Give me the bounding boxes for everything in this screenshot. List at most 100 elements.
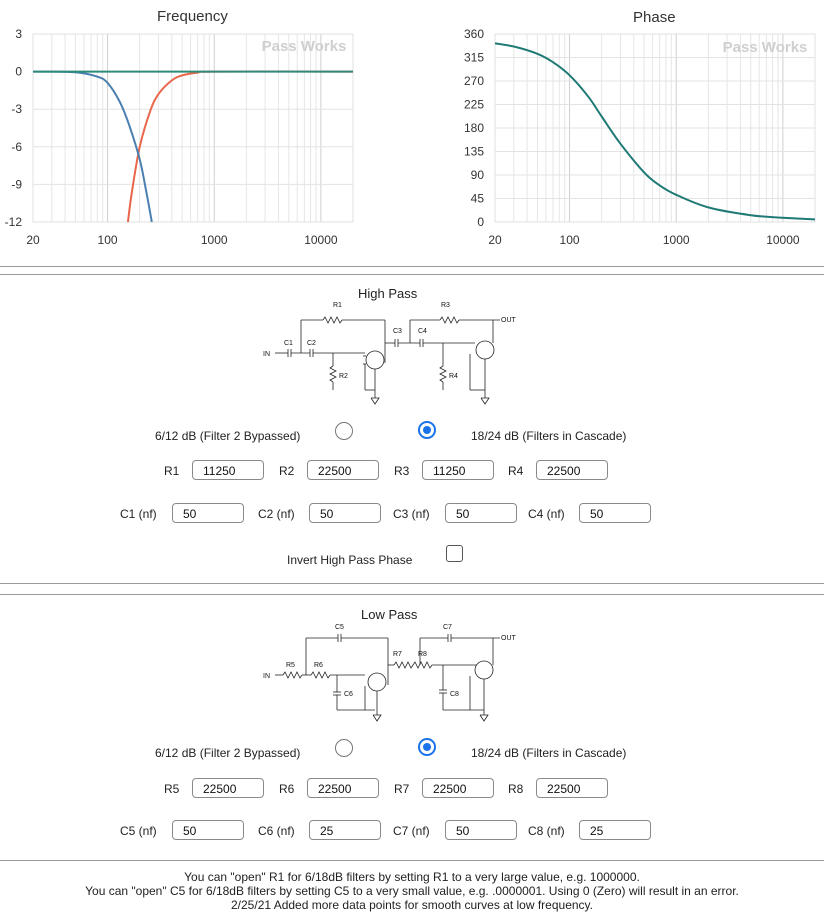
- phase-y-tick-label: 315: [464, 51, 484, 65]
- phase-grid: [494, 33, 816, 223]
- c2-input[interactable]: 50: [309, 503, 381, 523]
- phase-watermark: Pass Works: [723, 39, 808, 56]
- frequency-watermark: Pass Works: [262, 38, 347, 55]
- schematic-label: R4: [449, 373, 458, 380]
- r4-input[interactable]: 22500: [536, 460, 608, 480]
- phase-y-tick-label: 0: [477, 215, 484, 229]
- schematic-label: C4: [418, 328, 427, 335]
- r1-input[interactable]: 11250: [192, 460, 264, 480]
- schematic-label: R8: [418, 651, 427, 658]
- r6-input[interactable]: 22500: [307, 778, 379, 798]
- divider: [0, 594, 824, 595]
- c1-label: C1 (nf): [120, 507, 157, 521]
- phase-y-tick-label: 180: [464, 121, 484, 135]
- hp-cascade-label: 18/24 dB (Filters in Cascade): [471, 429, 627, 443]
- c7-input[interactable]: 50: [445, 820, 517, 840]
- phase-chart: Pass Works 360 315 270 225 180 135 90 45 0 20 100…: [464, 27, 816, 247]
- invert-phase-checkbox[interactable]: [446, 545, 463, 562]
- footer-note: 2/25/21 Added more data points for smoot…: [231, 898, 593, 912]
- c3-input[interactable]: 50: [445, 503, 517, 523]
- high-pass-title: High Pass: [358, 286, 418, 301]
- c1-input[interactable]: 50: [172, 503, 244, 523]
- divider: [0, 266, 824, 267]
- c6-input[interactable]: 25: [309, 820, 381, 840]
- c6-label: C6 (nf): [258, 824, 295, 838]
- hp-cascade-radio[interactable]: [418, 421, 436, 439]
- phase-chart-title: Phase: [633, 9, 676, 26]
- frequency-series-line-1: [32, 70, 153, 223]
- phase-x-tick-label: 1000: [663, 233, 690, 247]
- schematic-label: C2: [307, 340, 316, 347]
- frequency-chart: Pass Works 3 0 -3 -6 -9 -12 20 100 1000 10000: [5, 27, 354, 247]
- schematic-label: IN: [263, 673, 270, 680]
- plot-border: [494, 33, 816, 223]
- schematic-label: OUT: [501, 635, 517, 642]
- high-pass-schematic: R1 R3 C1 C2 C3 C4 R2 R4 IN OUT: [263, 302, 517, 405]
- hp-bypass-radio[interactable]: [335, 422, 353, 440]
- lp-bypass-radio[interactable]: [335, 739, 353, 757]
- lp-cascade-radio[interactable]: [418, 738, 436, 756]
- plot-border: [32, 33, 354, 223]
- frequency-x-tick-label: 100: [98, 233, 118, 247]
- hp-bypass-label: 6/12 dB (Filter 2 Bypassed): [155, 429, 301, 443]
- c5-label: C5 (nf): [120, 824, 157, 838]
- c8-input[interactable]: 25: [579, 820, 651, 840]
- frequency-y-tick-label: -9: [11, 177, 22, 191]
- frequency-chart-title: Frequency: [157, 8, 228, 25]
- c8-label: C8 (nf): [528, 824, 565, 838]
- invert-phase-label: Invert High Pass Phase: [287, 553, 413, 567]
- r2-input[interactable]: 22500: [307, 460, 379, 480]
- frequency-y-tick-label: 3: [15, 27, 22, 41]
- phase-series-line-0: [494, 42, 816, 221]
- schematic-label: R6: [314, 662, 323, 669]
- phase-x-tick-label: 10000: [766, 233, 800, 247]
- schematic-label: C5: [335, 624, 344, 631]
- phase-y-tick-label: 360: [464, 27, 484, 41]
- c4-label: C4 (nf): [528, 507, 565, 521]
- r5-input[interactable]: 22500: [192, 778, 264, 798]
- c4-input[interactable]: 50: [579, 503, 651, 523]
- frequency-grid: [32, 33, 354, 223]
- footer-note: You can "open" R1 for 6/18dB filters by …: [184, 870, 640, 884]
- schematic-label: OUT: [501, 317, 517, 324]
- frequency-y-tick-label: 0: [15, 65, 22, 79]
- c5-input[interactable]: 50: [172, 820, 244, 840]
- r7-input[interactable]: 22500: [422, 778, 494, 798]
- r8-input[interactable]: 22500: [536, 778, 608, 798]
- lp-cascade-label: 18/24 dB (Filters in Cascade): [471, 746, 627, 760]
- r3-input[interactable]: 11250: [422, 460, 494, 480]
- frequency-y-tick-label: -3: [11, 102, 22, 116]
- frequency-y-tick-label: -12: [5, 215, 23, 229]
- r6-label: R6: [279, 782, 295, 796]
- frequency-x-tick-label: 10000: [304, 233, 338, 247]
- c7-label: C7 (nf): [393, 824, 430, 838]
- c2-label: C2 (nf): [258, 507, 295, 521]
- schematic-label: R7: [393, 651, 402, 658]
- divider: [0, 583, 824, 584]
- r1-label: R1: [164, 464, 180, 478]
- schematic-label: C3: [393, 328, 402, 335]
- schematic-label: C1: [284, 340, 293, 347]
- schematic-label: R1: [333, 302, 342, 309]
- low-pass-title: Low Pass: [361, 607, 418, 622]
- r4-label: R4: [508, 464, 524, 478]
- frequency-y-tick-label: -6: [11, 140, 22, 154]
- schematic-label: R3: [441, 302, 450, 309]
- footer-note: You can "open" C5 for 6/18dB filters by …: [85, 884, 739, 898]
- r8-label: R8: [508, 782, 524, 796]
- phase-x-tick-label: 100: [560, 233, 580, 247]
- lp-bypass-label: 6/12 dB (Filter 2 Bypassed): [155, 746, 301, 760]
- phase-y-tick-label: 90: [471, 168, 485, 182]
- phase-y-tick-label: 270: [464, 74, 484, 88]
- c3-label: C3 (nf): [393, 507, 430, 521]
- r5-label: R5: [164, 782, 180, 796]
- schematic-label: R5: [286, 662, 295, 669]
- schematic-label: IN: [263, 351, 270, 358]
- frequency-x-tick-label: 20: [26, 233, 40, 247]
- low-pass-schematic: C5 C7 R5 R6 R7 R8 C6 C8 IN OUT: [263, 624, 517, 722]
- r2-label: R2: [279, 464, 295, 478]
- phase-y-tick-label: 225: [464, 98, 484, 112]
- schematic-label: R2: [339, 373, 348, 380]
- phase-y-tick-label: 135: [464, 145, 484, 159]
- phase-x-tick-label: 20: [488, 233, 502, 247]
